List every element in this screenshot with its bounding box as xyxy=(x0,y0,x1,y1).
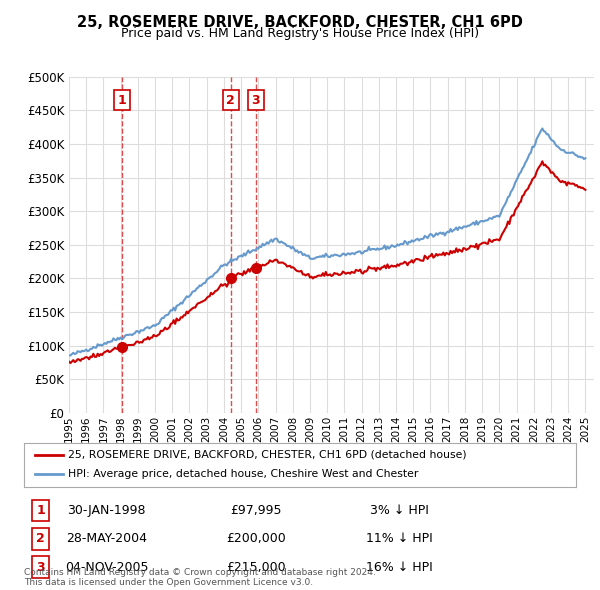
Text: Contains HM Land Registry data © Crown copyright and database right 2024.
This d: Contains HM Land Registry data © Crown c… xyxy=(24,568,376,587)
Text: £215,000: £215,000 xyxy=(226,560,286,573)
Text: 25, ROSEMERE DRIVE, BACKFORD, CHESTER, CH1 6PD (detached house): 25, ROSEMERE DRIVE, BACKFORD, CHESTER, C… xyxy=(68,450,467,460)
Text: 2: 2 xyxy=(36,532,45,545)
Text: 1: 1 xyxy=(36,504,45,517)
Text: 30-JAN-1998: 30-JAN-1998 xyxy=(68,504,146,517)
Text: £97,995: £97,995 xyxy=(230,504,281,517)
Text: 3: 3 xyxy=(251,94,260,107)
Text: 3% ↓ HPI: 3% ↓ HPI xyxy=(370,504,429,517)
Text: 04-NOV-2005: 04-NOV-2005 xyxy=(65,560,149,573)
Text: 28-MAY-2004: 28-MAY-2004 xyxy=(66,532,148,545)
Text: 1: 1 xyxy=(118,94,127,107)
Text: 25, ROSEMERE DRIVE, BACKFORD, CHESTER, CH1 6PD: 25, ROSEMERE DRIVE, BACKFORD, CHESTER, C… xyxy=(77,15,523,30)
Text: 11% ↓ HPI: 11% ↓ HPI xyxy=(366,532,433,545)
Text: 16% ↓ HPI: 16% ↓ HPI xyxy=(366,560,433,573)
Text: 3: 3 xyxy=(36,560,45,573)
Text: 2: 2 xyxy=(226,94,235,107)
Text: Price paid vs. HM Land Registry's House Price Index (HPI): Price paid vs. HM Land Registry's House … xyxy=(121,27,479,40)
Text: £200,000: £200,000 xyxy=(226,532,286,545)
Text: HPI: Average price, detached house, Cheshire West and Chester: HPI: Average price, detached house, Ches… xyxy=(68,470,419,479)
